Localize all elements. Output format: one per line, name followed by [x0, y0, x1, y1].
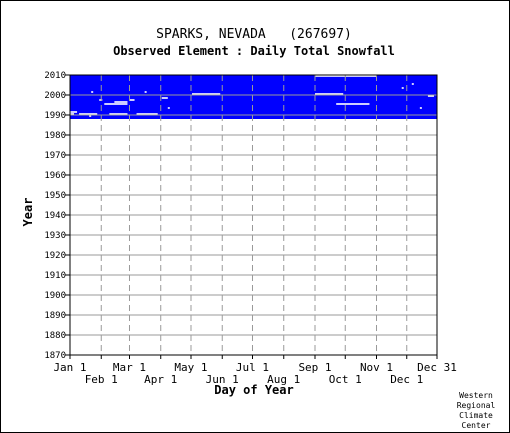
missing-data-gap: [129, 99, 135, 101]
x-tick-label: Feb 1: [85, 373, 118, 386]
missing-data-gap: [70, 113, 75, 115]
y-tick-label: 1890: [44, 311, 66, 321]
y-axis-label: Year: [21, 198, 35, 227]
y-tick-label: 2000: [44, 91, 66, 101]
y-tick-label: 1910: [44, 271, 66, 281]
chart-subtitle: Observed Element : Daily Total Snowfall: [113, 44, 395, 58]
x-tick-label: Dec 31: [417, 361, 457, 374]
x-tick-label: Jan 1: [53, 361, 86, 374]
y-tick-label: 1920: [44, 251, 66, 261]
y-tick-label: 1960: [44, 171, 66, 181]
credit-line: Regional: [457, 401, 496, 410]
missing-data-gap: [109, 113, 128, 115]
chart-title: SPARKS, NEVADA (267697): [156, 27, 352, 42]
y-tick-label: 1900: [44, 291, 66, 301]
x-axis-label: Day of Year: [214, 383, 293, 397]
missing-data-gap: [114, 101, 128, 103]
missing-data-gap: [376, 119, 420, 121]
y-tick-label: 1880: [44, 331, 66, 341]
y-tick-label: 1870: [44, 351, 66, 361]
x-tick-label: Oct 1: [329, 373, 362, 386]
missing-data-gap: [104, 103, 128, 105]
y-tick-label: 1950: [44, 191, 66, 201]
missing-data-gap: [99, 99, 103, 101]
x-tick-label: Mar 1: [113, 361, 146, 374]
observed-data-band: [70, 75, 437, 119]
y-tick-label: 1940: [44, 211, 66, 221]
missing-data-gap: [89, 115, 92, 117]
x-tick-label: Apr 1: [144, 373, 177, 386]
missing-data-gap: [167, 107, 170, 109]
credit-line: Western: [459, 391, 493, 400]
missing-data-gap: [79, 113, 98, 115]
y-tick-label: 2010: [44, 71, 66, 81]
missing-data-gap: [401, 87, 404, 89]
credit-block: Western Regional Climate Center: [457, 391, 496, 430]
missing-data-gap: [191, 93, 221, 95]
x-tick-label: Sep 1: [298, 361, 331, 374]
missing-data-gap: [144, 91, 147, 93]
missing-data-gap: [70, 111, 78, 113]
x-tick-label: Nov 1: [360, 361, 393, 374]
credit-line: Center: [462, 421, 491, 430]
missing-data-gap: [419, 107, 422, 109]
x-tick-label: Aug 1: [267, 373, 300, 386]
y-tick-label: 1980: [44, 131, 66, 141]
x-tick-label: Jul 1: [236, 361, 269, 374]
missing-data-gap: [427, 95, 434, 97]
plot-border: [69, 74, 438, 356]
x-tick-label: Jun 1: [206, 373, 239, 386]
missing-data-gap: [411, 83, 414, 85]
missing-data-gap: [136, 113, 158, 115]
y-tick-label: 1990: [44, 111, 66, 121]
missing-data-gap: [161, 97, 168, 99]
missing-data-gap: [336, 103, 370, 105]
missing-data-gap: [91, 91, 94, 93]
missing-data-gap: [315, 75, 377, 77]
y-tick-label: 1970: [44, 151, 66, 161]
y-tick-label: 1930: [44, 231, 66, 241]
credit-line: Climate: [459, 411, 493, 420]
plot-area: 1870 1880 1890 1900 1910 1920 1930 1940 1950 1960…: [44, 71, 457, 386]
missing-data-gap: [315, 93, 344, 95]
missing-data-gap: [426, 119, 437, 121]
x-tick-label: Dec 1: [390, 373, 423, 386]
x-tick-label: May 1: [174, 361, 207, 374]
